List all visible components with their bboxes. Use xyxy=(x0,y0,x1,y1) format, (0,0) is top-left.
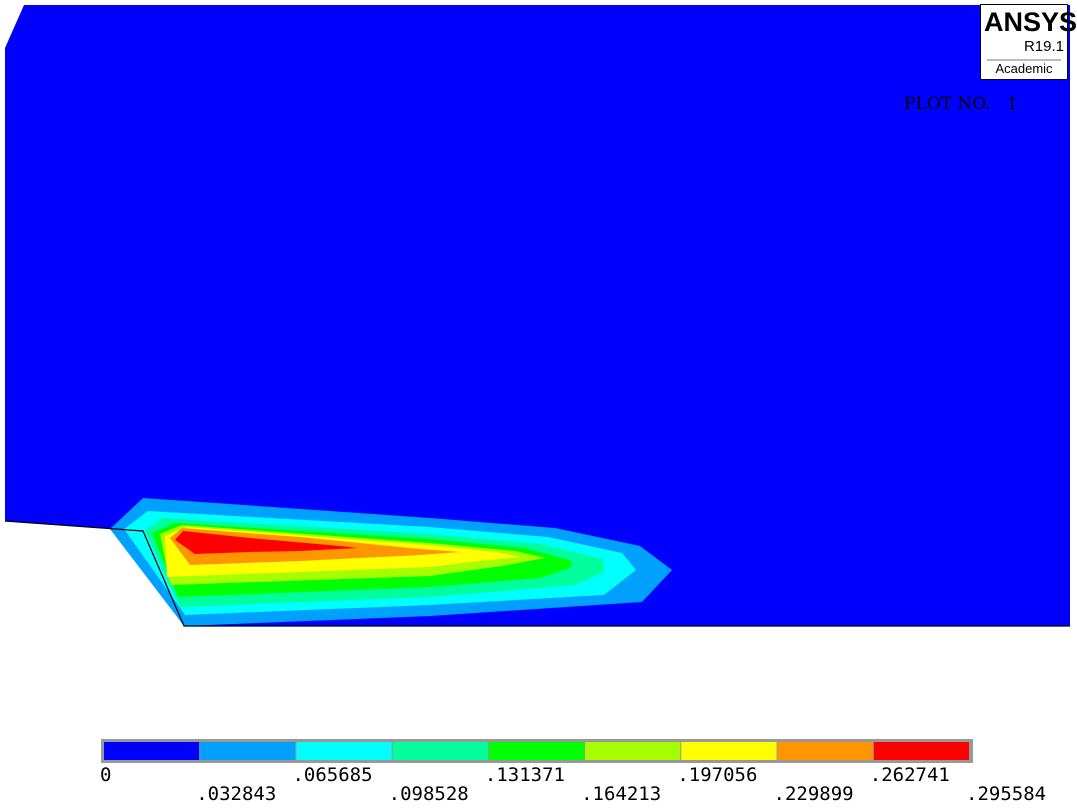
model-region xyxy=(5,5,1070,626)
contour-band-8 xyxy=(175,531,358,554)
legend-swatch xyxy=(296,742,392,760)
legend-swatch xyxy=(392,742,488,760)
logo-brand: ANSYS xyxy=(984,7,1077,37)
legend-tick-label: .098528 xyxy=(388,783,469,805)
legend-tick-label: .262741 xyxy=(869,764,950,786)
legend-tick-label: .164213 xyxy=(581,783,662,805)
legend-tick-label: .032843 xyxy=(196,783,277,805)
legend-swatch xyxy=(104,742,200,760)
plot-number-label: PLOT NO. 1 xyxy=(904,94,1018,114)
legend-swatch xyxy=(873,742,969,760)
legend-swatch xyxy=(200,742,296,760)
legend-tick-label: .131371 xyxy=(484,764,565,786)
legend-swatch xyxy=(777,742,873,760)
logo-release: R19.1 xyxy=(1023,38,1064,55)
legend-tick-label: .197056 xyxy=(677,764,758,786)
legend-tick-label: .295584 xyxy=(966,783,1047,805)
legend-swatch xyxy=(681,742,777,760)
model-boundary xyxy=(4,520,1070,627)
ansys-logo: ANSYS R19.1 Academic xyxy=(980,4,1077,80)
legend-swatch xyxy=(585,742,681,760)
legend-tick-label: .229899 xyxy=(773,783,854,805)
legend-tick-label: .065685 xyxy=(292,764,373,786)
legend-swatch xyxy=(488,742,585,760)
logo-edition: Academic xyxy=(987,59,1061,77)
legend-bar xyxy=(101,739,973,763)
legend-tick-label: 0 xyxy=(100,764,112,786)
